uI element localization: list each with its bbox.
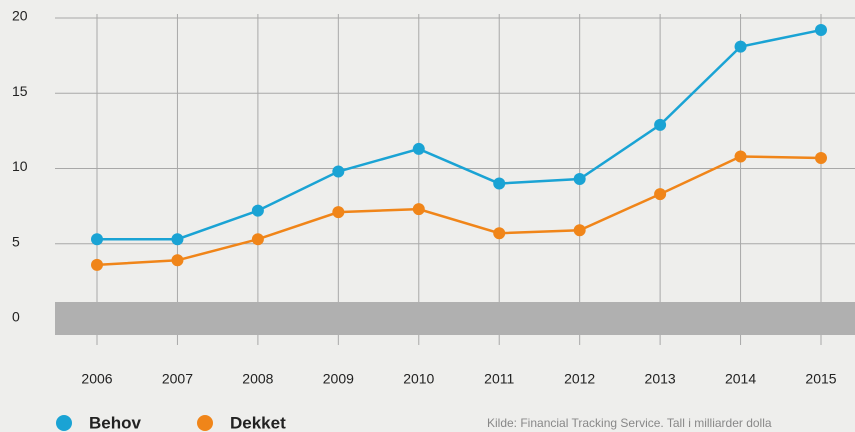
x-tick-label: 2012 (564, 371, 595, 387)
data-point (654, 188, 667, 201)
data-point (734, 40, 747, 53)
series-line (97, 28, 822, 241)
x-tick-label: 2007 (162, 371, 193, 387)
y-tick-label: 10 (12, 158, 28, 174)
data-point (332, 165, 345, 178)
legend-swatch (197, 415, 213, 431)
y-tick-label: 5 (12, 233, 20, 249)
x-tick-label: 2006 (81, 371, 112, 387)
data-point (251, 233, 264, 246)
y-tick-label: 20 (12, 8, 28, 24)
legend-label: Behov (89, 413, 142, 432)
x-tick-label: 2011 (484, 371, 514, 387)
x-tick-label: 2009 (323, 371, 354, 387)
y-tick-label: 0 (12, 309, 20, 325)
data-point (573, 224, 586, 237)
data-point (493, 227, 506, 240)
x-tick-label: 2008 (242, 371, 273, 387)
source-note: Kilde: Financial Tracking Service. Tall … (487, 416, 772, 430)
zero-band (55, 302, 855, 335)
data-point (412, 203, 425, 216)
legend-label: Dekket (230, 413, 286, 432)
data-point (493, 177, 506, 190)
data-point (654, 118, 667, 131)
data-point (412, 142, 425, 155)
data-point (171, 254, 184, 267)
y-tick-label: 15 (12, 83, 28, 99)
data-point (815, 24, 827, 37)
x-tick-label: 2013 (645, 371, 676, 387)
data-point (573, 173, 586, 186)
data-point (91, 258, 103, 271)
data-point (734, 150, 747, 163)
legend-swatch (56, 415, 72, 431)
x-tick-label: 2015 (805, 371, 836, 387)
data-point (171, 233, 184, 246)
data-point (815, 151, 827, 164)
x-tick-label: 2010 (403, 371, 434, 387)
data-point (91, 233, 103, 246)
data-point (332, 206, 345, 219)
x-tick-label: 2014 (725, 371, 756, 387)
data-point (251, 204, 264, 217)
series-line (96, 155, 822, 267)
